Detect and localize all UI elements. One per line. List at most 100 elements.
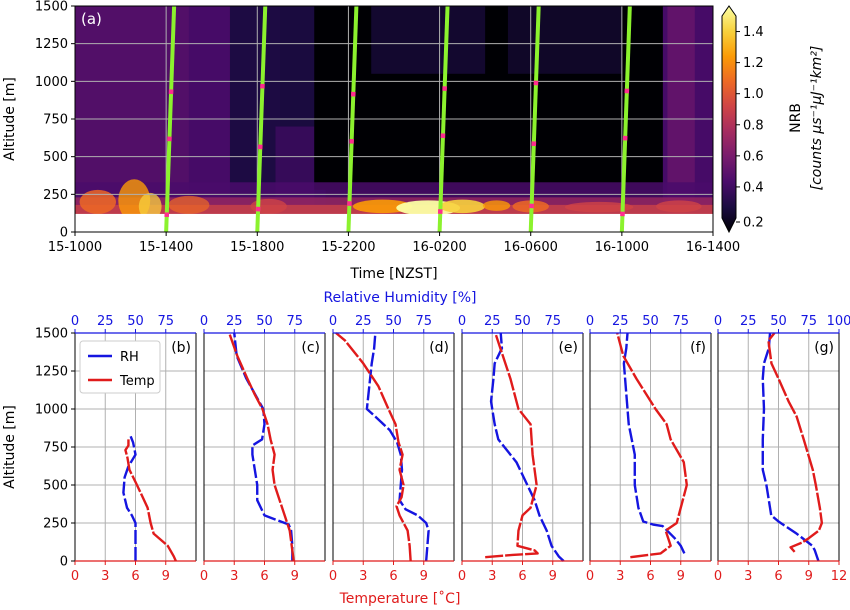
heatmap-region	[507, 6, 622, 74]
temp-profile-line	[228, 332, 295, 562]
colorbar-tick-label: 1.0	[743, 87, 764, 102]
rh-tick-label: 75	[286, 314, 303, 329]
rh-tick-label: 75	[800, 314, 817, 329]
profile-y-tick-label: 1000	[35, 403, 68, 418]
rh-tick-label: 0	[458, 314, 466, 329]
heatmap-hotspot	[79, 189, 117, 214]
heatmap-x-tick-label: 16-0200	[412, 240, 466, 255]
heatmap-hotspot	[439, 199, 486, 214]
colorbar-tick-label: 0.2	[743, 216, 764, 231]
rh-tick-label: 50	[514, 314, 531, 329]
temp-tick-label: 9	[549, 569, 557, 584]
temp-tick-label: 3	[101, 569, 109, 584]
temp-profile-line	[616, 332, 688, 559]
heatmap-hotspot	[482, 200, 511, 211]
panel-label: (c)	[301, 340, 320, 356]
rh-tick-label: 0	[71, 314, 79, 329]
profile-panel: 0 3 6 9 12 0 25 50 75 100 (g)	[714, 314, 850, 584]
panel-label: (e)	[558, 340, 578, 356]
heatmap-y-axis-label: Altitude [m]	[2, 77, 18, 161]
rh-tick-label: 75	[157, 314, 174, 329]
temp-tick-label: 0	[586, 569, 594, 584]
temp-tick-label: 0	[329, 569, 337, 584]
radiosonde-track	[255, 6, 268, 232]
rh-tick-label: 75	[544, 314, 561, 329]
rh-tick-label: 100	[827, 314, 850, 329]
rh-tick-label: 0	[200, 314, 208, 329]
heatmap-y-tick-label: 500	[43, 150, 68, 165]
heatmap-region	[371, 6, 486, 74]
panel-label: (b)	[171, 340, 191, 356]
legend-label-temp: Temp	[119, 374, 155, 389]
legend-label-rh: RH	[120, 350, 139, 365]
heatmap-hotspot	[138, 192, 162, 220]
profile-panel: 0 3 6 9 0 25 50 75 (c)	[200, 314, 326, 584]
profile-y-tick-label: 500	[43, 479, 68, 494]
panel-label-a: (a)	[81, 10, 102, 28]
rh-tick-label: 25	[484, 314, 501, 329]
temp-tick-label: 0	[71, 569, 79, 584]
heatmap-x-tick-label: 16-0600	[504, 240, 558, 255]
temp-profile-line	[335, 332, 412, 562]
colorbar-ticks: 0.2 0.4 0.6 0.8 1.0 1.2 1.4	[736, 25, 764, 231]
colorbar: 0.2 0.4 0.6 0.8 1.0 1.2 1.4 NRB [counts μs⁻¹μJ…	[721, 5, 825, 234]
temp-tick-label: 12	[831, 569, 848, 584]
rh-profile-line	[489, 332, 565, 562]
heatmap-y-ticks: 0 250 500 750 1000 1250 1500	[35, 0, 75, 241]
temp-tick-label: 6	[260, 569, 268, 584]
rh-tick-label: 0	[586, 314, 594, 329]
heatmap-y-tick-label: 250	[43, 188, 68, 203]
heatmap-hotspot	[168, 195, 210, 214]
colorbar-tick-label: 1.2	[743, 56, 764, 71]
profile-y-axis-label: Altitude [m]	[2, 405, 18, 489]
temp-tick-label: 6	[646, 569, 654, 584]
temp-tick-label: 6	[389, 569, 397, 584]
heatmap-x-axis-label: Time [NZST]	[349, 266, 437, 282]
temp-profile-line	[767, 332, 824, 553]
temp-tick-label: 9	[162, 569, 170, 584]
rh-tick-label: 50	[385, 314, 402, 329]
rh-tick-label: 25	[612, 314, 629, 329]
temp-profile-line	[124, 439, 177, 562]
rh-tick-label: 50	[256, 314, 273, 329]
profile-y-tick-label: 750	[43, 441, 68, 456]
heatmap-x-tick-label: 15-1400	[139, 240, 193, 255]
heatmap-blind-zone	[75, 213, 713, 232]
colorbar-label: NRB	[788, 103, 804, 133]
radiosonde-tracks	[164, 6, 632, 232]
heatmap-y-tick-label: 1250	[35, 37, 68, 52]
temp-tick-label: 3	[488, 569, 496, 584]
colorbar-tick-label: 0.6	[743, 149, 764, 164]
profile-y-tick-label: 250	[43, 517, 68, 532]
heatmap-x-tick-label: 15-2200	[321, 240, 375, 255]
profile-panel: 0 3 6 9 0 25 50 75(f)	[586, 314, 712, 584]
temp-tick-label: 6	[131, 569, 139, 584]
temp-tick-label: 9	[291, 569, 299, 584]
temp-tick-label: 6	[518, 569, 526, 584]
temp-tick-label: 3	[230, 569, 238, 584]
rh-tick-label: 75	[415, 314, 432, 329]
legend: RH Temp	[79, 340, 161, 394]
heatmap-x-ticks: 15-1000 15-1400 15-1800 15-2200 16-0200 16-06…	[48, 232, 740, 255]
heatmap-hotspot	[656, 200, 702, 213]
rh-tick-label: 25	[97, 314, 114, 329]
rh-profile-line	[122, 435, 137, 561]
temp-profile-line	[485, 332, 539, 559]
heatmap-y-tick-label: 0	[60, 226, 68, 241]
profile-y-tick-label: 0	[60, 555, 68, 570]
heatmap-x-tick-label: 16-1400	[686, 240, 740, 255]
heatmap-x-tick-label: 15-1000	[48, 240, 102, 255]
colorbar-tick-label: 1.4	[743, 25, 764, 40]
rh-axis-label: Relative Humidity [%]	[323, 290, 476, 306]
rh-tick-label: 0	[714, 314, 722, 329]
heatmap-hotspot	[564, 201, 634, 213]
temp-tick-label: 0	[458, 569, 466, 584]
temperature-axis-label: Temperature [˚C]	[339, 590, 461, 607]
radiosonde-track	[346, 6, 359, 232]
rh-tick-label: 0	[329, 314, 337, 329]
temp-tick-label: 9	[420, 569, 428, 584]
rh-profile-line	[622, 332, 686, 554]
temp-tick-label: 3	[616, 569, 624, 584]
panel-label: (g)	[814, 340, 834, 356]
